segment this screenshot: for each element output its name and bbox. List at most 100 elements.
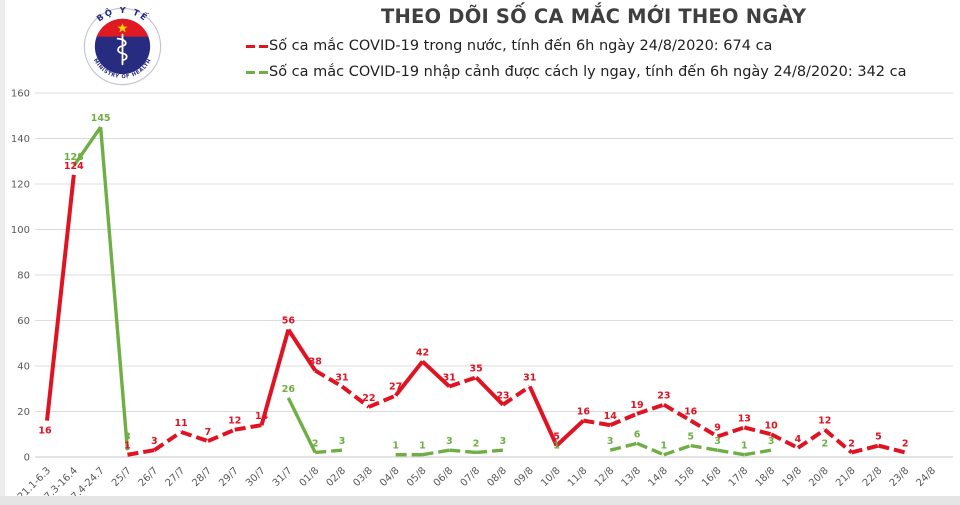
x-tick-label: 26/7 — [137, 465, 161, 489]
series-segment-domestic — [448, 375, 477, 389]
data-label: 38 — [309, 357, 323, 368]
y-tick-label: 100 — [11, 225, 30, 236]
x-tick-label: 23/8 — [888, 465, 912, 489]
series-segment-domestic — [555, 419, 585, 448]
series-segment-domestic — [501, 384, 531, 407]
series-segment-domestic — [716, 425, 745, 439]
y-tick-label: 0 — [24, 453, 30, 464]
series-segment-domestic — [127, 448, 155, 457]
x-tick-label: 25/7 — [110, 465, 134, 489]
series-segment-domestic — [743, 425, 772, 437]
x-tick-label: 05/8 — [405, 465, 429, 489]
data-label: 145 — [91, 113, 111, 124]
data-label: 3 — [339, 436, 346, 447]
data-label: 3 — [500, 436, 507, 447]
legend-label-domestic: Số ca mắc COVID-19 trong nước, tính đến … — [269, 38, 773, 54]
series-segment-domestic — [689, 418, 719, 439]
series-segment-domestic — [851, 443, 879, 455]
x-tick-label: 08/8 — [485, 465, 509, 489]
data-label: 22 — [362, 393, 375, 404]
x-tick-label: 28/7 — [190, 465, 214, 489]
legend: Số ca mắc COVID-19 trong nước, tính đến … — [246, 33, 906, 85]
x-tick-label: 02/8 — [324, 465, 348, 489]
series-segment-imported — [475, 448, 504, 455]
x-tick-label: 31/7 — [271, 465, 295, 489]
data-label: 3 — [607, 436, 614, 447]
data-label: 2 — [848, 438, 855, 449]
x-tick-label: 01/8 — [298, 465, 322, 489]
y-tick-label: 140 — [11, 134, 30, 145]
data-label: 35 — [470, 363, 483, 374]
data-label: 3 — [714, 436, 721, 447]
series-segment-domestic — [770, 432, 799, 450]
x-tick-label: 11/8 — [566, 465, 590, 489]
data-label: 13 — [738, 413, 751, 424]
y-tick-label: 120 — [11, 180, 30, 191]
series-segment-domestic — [153, 430, 183, 452]
data-label: 23 — [657, 391, 670, 402]
y-tick-label: 20 — [17, 407, 30, 418]
data-label: 5 — [687, 432, 694, 443]
caduceus-snake-icon — [116, 37, 128, 62]
data-label: 10 — [765, 420, 779, 431]
data-label: 16 — [38, 426, 52, 437]
data-label: 2 — [902, 438, 909, 449]
series-segment-domestic — [583, 418, 611, 428]
series-segment-domestic — [796, 428, 826, 450]
x-tick-label: 09/8 — [512, 465, 536, 489]
series-segment-domestic — [234, 423, 262, 432]
series-segment-imported — [72, 126, 103, 167]
data-label: 3 — [768, 436, 775, 447]
data-label: 4 — [795, 434, 802, 445]
series-segment-imported — [636, 441, 665, 457]
data-label: 5 — [553, 432, 560, 443]
x-tick-label: 10/8 — [539, 465, 563, 489]
x-tick-label: 20/8 — [807, 465, 831, 489]
x-tick-label: 04/8 — [378, 465, 402, 489]
data-label: 1 — [741, 441, 748, 452]
x-tick-label: 29/7 — [217, 465, 241, 489]
data-label: 124 — [64, 161, 84, 172]
data-label: 16 — [684, 407, 698, 418]
series-segment-domestic — [474, 375, 505, 407]
star-icon — [117, 23, 128, 33]
data-label: 5 — [875, 432, 882, 443]
data-label: 1 — [419, 441, 426, 452]
caduceus-staff-icon — [121, 33, 124, 66]
series-segment-imported — [449, 448, 477, 455]
legend-marker-domestic-icon — [246, 44, 268, 48]
series-segment-domestic — [340, 384, 371, 409]
x-tick-label: 19/8 — [780, 465, 804, 489]
data-label: 7 — [205, 427, 212, 438]
series-segment-imported — [690, 443, 718, 452]
x-tick-label: 07/8 — [459, 465, 483, 489]
data-label: 23 — [496, 391, 509, 402]
data-label: 12 — [228, 416, 241, 427]
x-tick-label: 16/8 — [700, 465, 724, 489]
y-tick-label: 40 — [17, 362, 30, 373]
data-label: 1 — [661, 441, 668, 452]
series-segment-domestic — [609, 411, 638, 427]
series-segment-imported — [315, 448, 343, 455]
series-segment-imported — [422, 448, 450, 457]
data-label: 3 — [124, 432, 131, 443]
data-label: 3 — [446, 436, 453, 447]
data-label: 9 — [714, 423, 721, 434]
y-tick-label: 80 — [17, 271, 30, 282]
data-label: 2 — [473, 438, 480, 449]
x-tick-label: 24/8 — [915, 465, 939, 489]
data-label: 12 — [818, 416, 831, 427]
left-margin — [0, 0, 5, 505]
x-tick-label: 18/8 — [754, 465, 778, 489]
data-label: 16 — [577, 407, 591, 418]
chart-title: THEO DÕI SỐ CA MẮC MỚI THEO NGÀY — [381, 5, 807, 28]
data-label: 14 — [604, 411, 618, 422]
x-tick-label: 30/7 — [244, 465, 268, 489]
legend-item-domestic: Số ca mắc COVID-19 trong nước, tính đến … — [246, 33, 906, 59]
series-segment-imported — [609, 441, 638, 452]
series-segment-imported — [663, 444, 692, 457]
series-segment-imported — [717, 448, 745, 457]
series-segment-domestic — [636, 402, 665, 416]
